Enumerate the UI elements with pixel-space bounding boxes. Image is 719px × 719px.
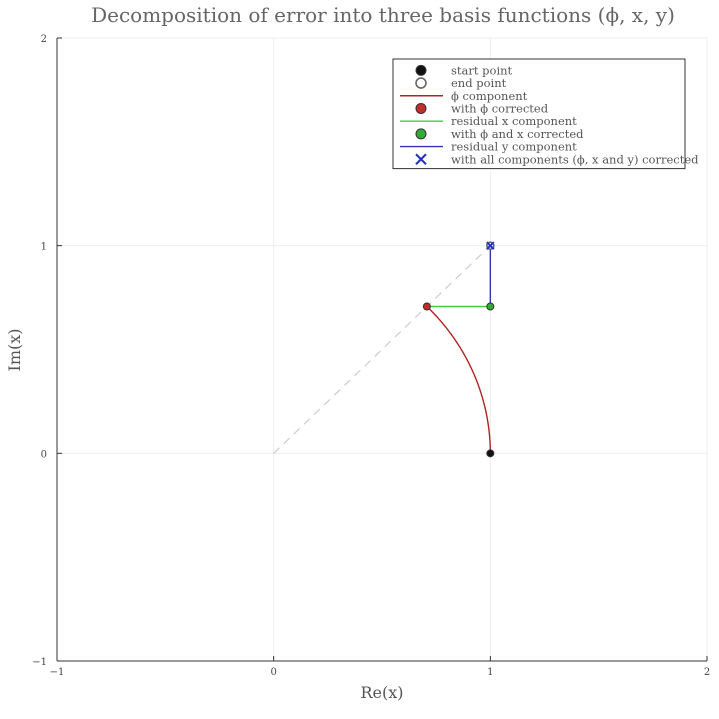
legend-label: ϕ component	[451, 89, 528, 103]
x-tick-label: 0	[270, 667, 276, 678]
y-tick-label: −1	[32, 657, 47, 668]
y-axis-label: Im(x)	[5, 329, 24, 372]
x-tick-label: 1	[487, 667, 493, 678]
legend-swatch	[415, 64, 427, 76]
legend-label: with ϕ and x corrected	[451, 127, 584, 141]
axes	[56, 37, 708, 662]
legend-item: residual y component	[400, 140, 577, 154]
legend-box	[392, 58, 686, 170]
series-3-point	[422, 302, 431, 311]
series-2-arc	[426, 305, 492, 454]
tick-labels: −1 0 1 2 −1 0 1 2	[32, 34, 710, 678]
legend-label: residual y component	[451, 140, 577, 154]
legend-item: with all components (ϕ, x and y) correct…	[415, 152, 699, 166]
legend-item: start point	[415, 63, 513, 77]
x-axis-label: Re(x)	[360, 683, 403, 702]
legend-swatch	[415, 77, 427, 89]
legend-item: with ϕ corrected	[415, 101, 549, 115]
legend-label: end point	[451, 76, 507, 90]
legend-label: start point	[451, 63, 513, 77]
guide-line	[273, 245, 491, 454]
x-marker-stroke	[415, 153, 427, 165]
chart-title: Decomposition of error into three basis …	[91, 3, 675, 27]
x-tick-label: 2	[704, 667, 710, 678]
y-tick-label: 1	[41, 242, 47, 253]
series-0-point	[486, 449, 495, 458]
legend-item: residual x component	[400, 114, 577, 128]
legend-label: with all components (ϕ, x and y) correct…	[451, 152, 699, 166]
legend-item: ϕ component	[400, 89, 528, 103]
series-7-point	[486, 241, 495, 250]
y-tick-label: 0	[41, 449, 47, 460]
legend-item: end point	[415, 76, 507, 90]
y-tick-label: 2	[41, 34, 47, 45]
x-tick-label: −1	[50, 667, 65, 678]
legend-label: with ϕ corrected	[451, 101, 549, 115]
x-marker-stroke	[486, 241, 495, 250]
legend-swatch	[415, 128, 427, 140]
legend-label: residual x component	[451, 114, 577, 128]
plot-marks	[273, 241, 495, 458]
legend-swatch	[415, 153, 427, 165]
legend-item: with ϕ and x corrected	[415, 127, 584, 141]
series-5-point	[486, 302, 495, 311]
legend-swatch	[415, 102, 427, 114]
